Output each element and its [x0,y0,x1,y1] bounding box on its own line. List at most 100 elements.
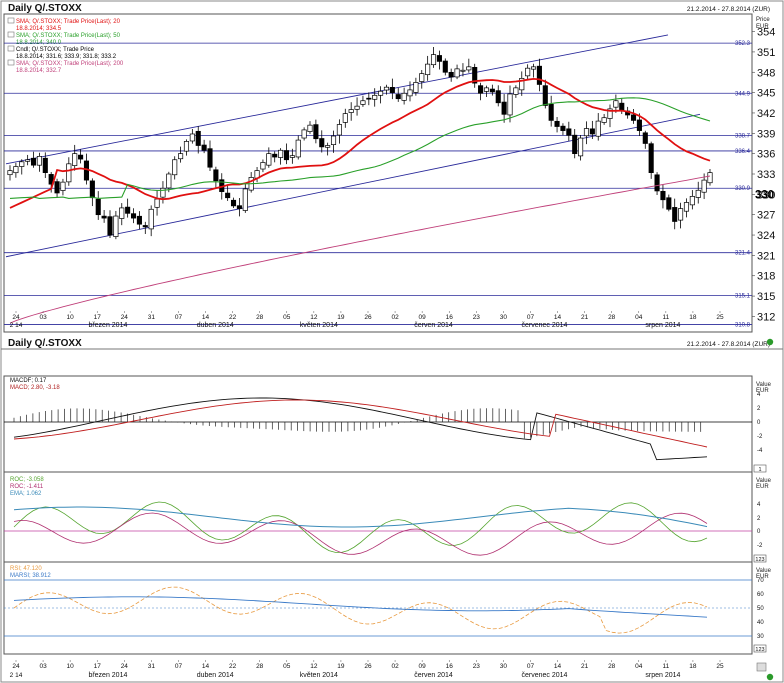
candle-body [136,215,142,225]
scroll-corner-icon[interactable] [756,662,767,672]
status-dot-icon[interactable] [766,673,774,681]
candle-body [613,100,619,108]
x-day-label: 12 [310,663,318,670]
candle-body [142,225,148,228]
price-legend: SMA; Q/.STOXX; Trade Price(Last); 20 18.… [7,17,124,74]
candle-body [119,207,125,219]
rsi-tick-label: 30 [757,634,764,640]
candle-body [19,161,25,167]
candle-body [666,197,672,210]
x-day-label: 09 [419,663,427,670]
macd-scale-badge[interactable] [753,464,767,473]
x-day-label: 17 [94,314,102,321]
rsi-legend-2: MARSI; 38.912 [10,573,51,579]
x-day-label: 31 [148,314,156,321]
x-day-label: 24 [121,663,129,670]
candle-body [172,159,178,176]
x-day-label: 16 [446,663,454,670]
x-day-label: 04 [635,314,643,321]
x-month-label: březen 2014 [88,322,127,329]
x-day-label: 10 [67,314,75,321]
x-month-label: srpen 2014 [645,322,680,329]
candle-body [530,66,537,70]
price-tick-label: 348 [757,67,775,79]
rsi-scale-badge-text: 123 [755,647,764,653]
roc-line-green [13,501,708,553]
x-month-label: červenec 2014 [522,322,568,329]
candle-body [425,63,431,76]
x-day-label: 22 [229,314,237,321]
legend-candle-line2: 18.8.2014; 331.6; 333.9; 331.8; 333.2 [16,54,117,60]
x-day-label: 05 [283,663,291,670]
candle-body [125,206,131,214]
level-label: 321.4 [735,251,751,257]
x-day-label: 24 [12,314,20,321]
x-day-label: 28 [608,314,616,321]
sma50-line [9,97,711,199]
x-month-label: červen 2014 [414,322,453,329]
candle-body [589,128,595,135]
price-tick-label: 324 [757,230,775,242]
x-day-label: 25 [716,314,724,321]
rsi-axis-header-2: EUR [756,574,769,580]
candle-body [30,157,37,166]
candle-body [630,114,637,121]
level-label: 352.3 [735,41,751,47]
x-day-label: 02 [391,663,399,670]
candle-body [572,134,578,155]
candle-body [472,67,478,84]
candle-body [236,205,242,209]
roc-ema-line [13,506,708,528]
x-day-label: 03 [39,663,47,670]
candle-body [72,153,78,166]
sma20-line [9,77,711,209]
candle-body [389,87,395,93]
candle-body [513,87,519,95]
status-dot-icon[interactable] [766,338,774,346]
roc-axis-header-2: EUR [756,484,769,490]
x-day-label: 10 [67,663,75,670]
x-day-label: 14 [554,314,562,321]
legend-box-icon [7,45,15,52]
x-day-label: 12 [310,314,318,321]
candle-body [178,153,184,160]
candle-body [636,119,642,131]
candle-body [242,188,248,211]
macd-scale-badge-text: 1 [758,467,761,473]
x-day-label: 18 [689,663,697,670]
candle-body [419,73,425,82]
candle-body [678,208,684,221]
candle-body [260,162,266,170]
candle-body [195,130,201,146]
indicator-date-range: 21.2.2014 - 27.8.2014 (ZUR) [687,341,770,348]
candle-body [272,153,278,158]
candle-body [54,181,60,194]
indicator-chart-title: Daily Q/.STOXX [8,338,82,349]
roc-scale-badge[interactable] [753,554,767,563]
roc-line-magenta [13,512,708,556]
price-tick-label: 342 [757,108,775,120]
rsi-scale-badge[interactable] [753,644,767,653]
x-day-label: 25 [716,663,724,670]
candle-body [36,156,42,166]
candle-body [478,85,484,94]
rsi-tick-label: 70 [757,578,764,584]
candle-body [278,149,284,158]
x-day-label: 18 [689,314,697,321]
price-tick-label: 321 [757,250,775,262]
x-month-label: květen 2014 [300,672,338,679]
x-day-label: 07 [175,314,183,321]
price-tick-label: 312 [757,311,775,323]
candle-body [407,89,413,97]
price-chart-title: Daily Q/.STOXX [8,3,82,14]
x-year-label: 2 14 [10,672,23,679]
x-month-label: srpen 2014 [645,672,680,679]
sma200-line [9,175,711,324]
channel-upper-line [5,34,669,165]
candle-body [42,157,48,173]
level-label: 344.9 [735,91,751,97]
x-day-label: 17 [94,663,102,670]
level-label: 330.9 [735,186,751,192]
macd-tick-label: 2 [757,406,761,412]
